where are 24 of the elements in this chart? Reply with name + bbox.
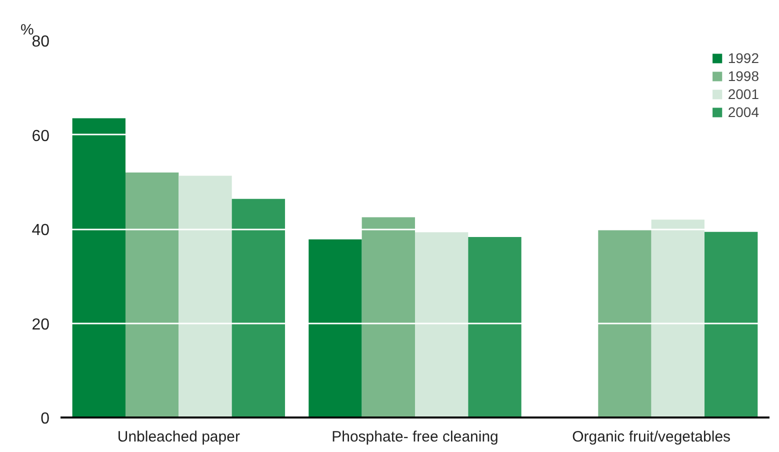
- bar: [415, 232, 468, 418]
- y-axis-title: %: [20, 22, 34, 38]
- y-tick-label: 0: [40, 410, 50, 428]
- legend-label: 1992: [728, 50, 759, 66]
- bar: [308, 239, 362, 418]
- y-tick-label: 20: [32, 316, 50, 334]
- bar: [362, 217, 415, 418]
- y-tick-label: 60: [32, 128, 50, 145]
- legend-label: 1998: [728, 68, 759, 84]
- legend-label: 2001: [728, 86, 759, 102]
- bar: [72, 118, 126, 418]
- bar: [598, 230, 652, 418]
- y-tick-label: 40: [32, 222, 50, 239]
- bar: [651, 220, 705, 418]
- x-tick-label: Unbleached paper: [117, 428, 240, 446]
- x-tick-label: Organic fruit/vegetables: [572, 428, 731, 446]
- bar: [178, 176, 232, 418]
- bar: [232, 198, 286, 418]
- bar: [468, 237, 522, 418]
- y-tick-label: 80: [32, 34, 50, 50]
- x-tick-label: Phosphate- free cleaning: [332, 428, 498, 446]
- legend-label: 2004: [728, 104, 759, 120]
- bar: [704, 232, 758, 418]
- bar: [125, 172, 179, 418]
